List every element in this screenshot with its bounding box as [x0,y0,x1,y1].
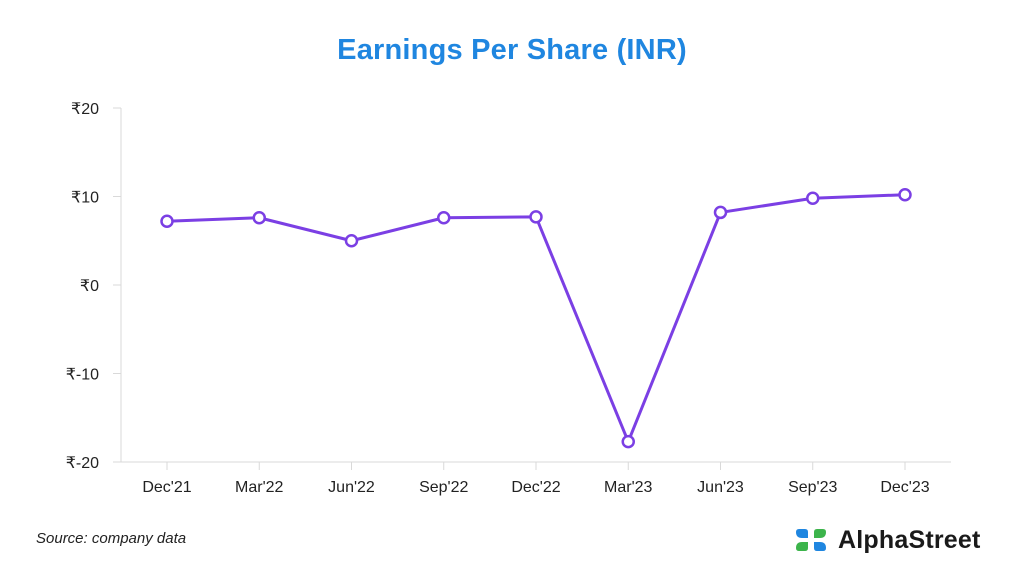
logo-top-right-green [814,529,826,538]
y-tick-label: ₹20 [71,101,99,118]
alphastreet-logo-icon [796,529,826,551]
x-tick-label: Sep'22 [419,479,468,496]
series [165,193,907,444]
data-point[interactable] [529,210,543,224]
markers [160,187,912,449]
data-point[interactable] [344,234,359,248]
data-point[interactable] [160,214,174,229]
data-point[interactable] [252,210,266,225]
data-point[interactable] [713,205,728,220]
data-point[interactable] [898,187,912,202]
axes [113,107,951,470]
source-note: Source: company data [36,530,187,547]
brand: AlphaStreet [794,524,981,556]
eps-series-line [165,193,907,444]
x-tick-label: Mar'23 [604,479,653,496]
y-tick-label: ₹10 [71,190,99,207]
data-point[interactable] [806,191,820,206]
y-tick-label: ₹-20 [66,455,99,472]
x-tick-label: Sep'23 [788,479,837,496]
x-tick-label: Mar'22 [235,479,284,496]
data-point[interactable] [437,210,451,225]
data-point[interactable] [621,434,635,449]
logo-bottom-right-blue [814,542,826,551]
logo-top-left-blue [796,529,808,538]
x-tick-label: Dec'23 [880,479,929,496]
y-tick-label: ₹-10 [66,367,99,384]
x-tick-label: Dec'21 [142,479,191,496]
x-tick-label: Jun'23 [697,479,744,496]
brand-name: AlphaStreet [838,525,981,554]
chart-title: Earnings Per Share (INR) [337,34,687,66]
logo-bottom-left-green [796,542,808,551]
x-tick-label: Dec'22 [511,479,560,496]
tick-labels: ₹20 ₹10 ₹0 ₹-10 ₹-20 Dec'21 Mar'22 Jun'22 Sep'22… [66,101,930,496]
y-tick-label: ₹0 [80,278,99,295]
x-tick-label: Jun'22 [328,479,375,496]
